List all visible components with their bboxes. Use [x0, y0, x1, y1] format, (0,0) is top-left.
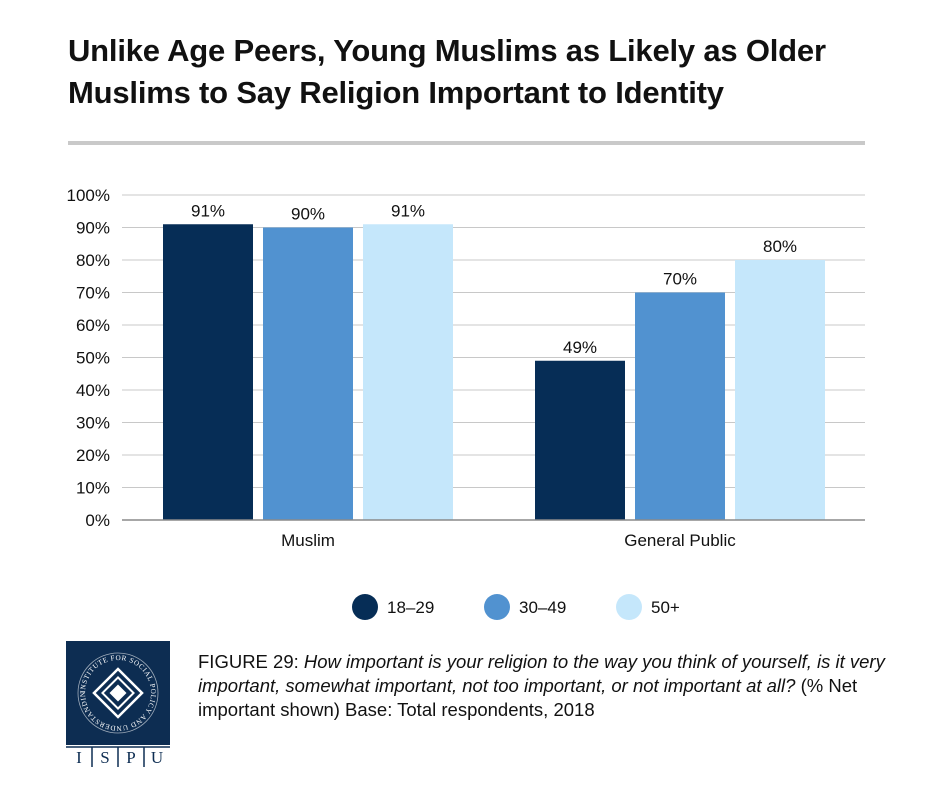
- x-tick-label: Muslim: [281, 531, 335, 550]
- data-label: 80%: [763, 237, 797, 256]
- survey-question: How important is your religion to the wa…: [198, 651, 885, 696]
- logo-letter-i: I: [76, 748, 82, 767]
- logo-letter-s: S: [100, 748, 109, 767]
- y-tick-label: 70%: [76, 284, 110, 303]
- chart-title: Unlike Age Peers, Young Muslims as Likel…: [68, 33, 826, 110]
- legend-swatch: [484, 594, 510, 620]
- bar-chart: 0% 10% 20% 30% 40% 50% 60% 70% 80% 90% 100% 91% 90%…: [67, 186, 865, 620]
- bar-general-public-3: [735, 260, 825, 520]
- bar-muslim-2: [263, 227, 353, 520]
- bar-muslim-3: [363, 224, 453, 520]
- y-tick-label: 30%: [76, 414, 110, 433]
- data-label: 70%: [663, 270, 697, 289]
- data-label: 91%: [391, 201, 425, 220]
- figure-caption: FIGURE 29: How important is your religio…: [198, 651, 885, 720]
- logo-letter-u: U: [151, 748, 163, 767]
- y-tick-label: 60%: [76, 316, 110, 335]
- y-tick-label: 40%: [76, 381, 110, 400]
- x-axis-ticks: Muslim General Public: [281, 531, 736, 550]
- legend-label: 50+: [651, 598, 680, 617]
- logo-ring: [77, 652, 159, 734]
- legend-label: 18–29: [387, 598, 434, 617]
- x-tick-label: General Public: [624, 531, 736, 550]
- bars: [163, 224, 825, 520]
- y-tick-label: 50%: [76, 349, 110, 368]
- logo-letter-p: P: [126, 748, 135, 767]
- y-tick-label: 0%: [85, 511, 110, 530]
- data-label: 91%: [191, 201, 225, 220]
- y-axis-ticks: 0% 10% 20% 30% 40% 50% 60% 70% 80% 90% 100%: [67, 186, 110, 530]
- legend-label: 30–49: [519, 598, 566, 617]
- data-labels: 91% 90% 91% 49% 70% 80%: [191, 201, 797, 357]
- legend-swatch: [352, 594, 378, 620]
- legend-swatch: [616, 594, 642, 620]
- y-tick-label: 80%: [76, 251, 110, 270]
- y-tick-label: 20%: [76, 446, 110, 465]
- data-label: 49%: [563, 338, 597, 357]
- title-divider: [68, 141, 865, 145]
- legend: 18–29 30–49 50+: [352, 594, 680, 620]
- bar-general-public-1: [535, 360, 625, 520]
- y-tick-label: 10%: [76, 479, 110, 498]
- caption-note: (% Net important shown) Base: Total resp…: [198, 675, 858, 720]
- bar-general-public-2: [635, 292, 725, 520]
- y-tick-label: 90%: [76, 219, 110, 238]
- logo-diamond: [92, 667, 144, 719]
- figure-label: FIGURE 29: [198, 651, 294, 672]
- ispu-logo: INSTITUTE FOR SOCIAL POLICY AND UNDERSTA…: [66, 641, 170, 767]
- y-tick-label: 100%: [67, 186, 110, 205]
- bar-muslim-1: [163, 224, 253, 520]
- data-label: 90%: [291, 205, 325, 224]
